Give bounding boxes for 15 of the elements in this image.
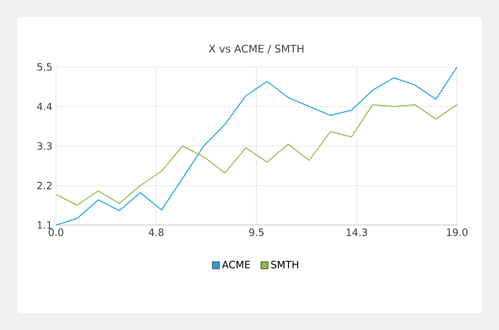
line-series bbox=[56, 66, 458, 226]
y-tick-label: 4.4 bbox=[37, 102, 52, 110]
x-tick-label: 4.8 bbox=[148, 228, 164, 236]
legend-label: ACME bbox=[222, 260, 250, 268]
legend-label: SMTH bbox=[271, 260, 298, 268]
x-tick-label: 19.0 bbox=[446, 228, 468, 236]
y-tick-label: 5.5 bbox=[37, 63, 52, 71]
y-tick-label: 1.1 bbox=[38, 221, 52, 229]
y-tick-label: 2.2 bbox=[37, 182, 52, 190]
x-tick-label: 9.5 bbox=[249, 228, 264, 236]
y-tick-label: 3.3 bbox=[37, 142, 52, 150]
x-tick-label: 0.0 bbox=[48, 228, 64, 236]
x-tick-label: 14.3 bbox=[346, 228, 368, 236]
line-series bbox=[56, 104, 458, 206]
chart-title: X vs ACME / SMTH bbox=[208, 44, 304, 54]
